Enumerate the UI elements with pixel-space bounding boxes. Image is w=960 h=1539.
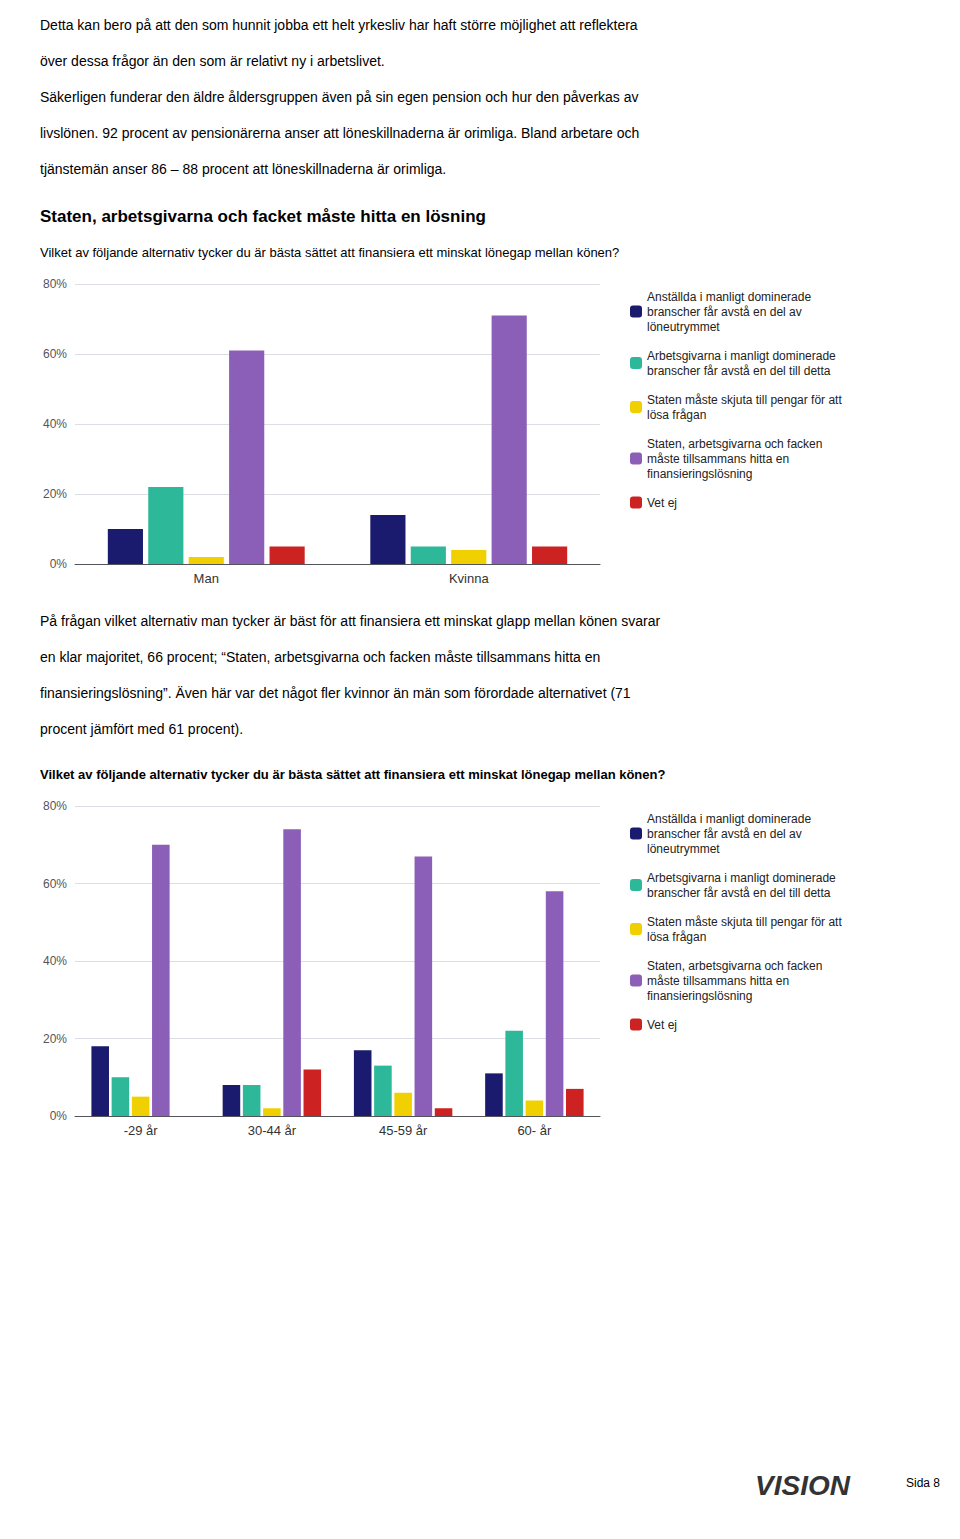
svg-text:branscher får avstå en del av: branscher får avstå en del av (647, 827, 802, 841)
svg-text:45-59 år: 45-59 år (379, 1123, 428, 1138)
svg-text:Anställda i manligt dominerade: Anställda i manligt dominerade (647, 812, 811, 826)
svg-text:60- år: 60- år (517, 1123, 552, 1138)
svg-text:lösa frågan: lösa frågan (647, 408, 706, 422)
svg-text:Staten måste skjuta till penga: Staten måste skjuta till pengar för att (647, 393, 842, 407)
svg-text:över dessa frågor än den som ä: över dessa frågor än den som är relativt… (40, 53, 385, 69)
svg-text:20%: 20% (43, 1032, 67, 1046)
svg-text:Staten måste skjuta till penga: Staten måste skjuta till pengar för att (647, 915, 842, 929)
svg-text:finansieringslösning”. Även hä: finansieringslösning”. Även här var det … (40, 685, 631, 701)
svg-text:40%: 40% (43, 954, 67, 968)
svg-text:20%: 20% (43, 487, 67, 501)
svg-text:Detta kan bero på att den som: Detta kan bero på att den som hunnit job… (40, 17, 638, 33)
svg-text:40%: 40% (43, 417, 67, 431)
svg-text:80%: 80% (43, 799, 67, 813)
svg-text:måste tillsammans hitta en: måste tillsammans hitta en (647, 452, 789, 466)
svg-text:tjänstemän anser 86 – 88 proce: tjänstemän anser 86 – 88 procent att lön… (40, 161, 446, 177)
svg-text:På frågan vilket alternativ ma: På frågan vilket alternativ man tycker ä… (40, 613, 661, 629)
svg-text:löneutrymmet: löneutrymmet (647, 842, 720, 856)
svg-text:Vilket av följande alternativ: Vilket av följande alternativ tycker du … (40, 767, 665, 782)
svg-text:Anställda i manligt dominerade: Anställda i manligt dominerade (647, 290, 811, 304)
svg-text:Kvinna: Kvinna (449, 571, 490, 586)
svg-text:-29 år: -29 år (124, 1123, 159, 1138)
svg-text:Vet ej: Vet ej (647, 1018, 677, 1032)
svg-text:procent jämfört med 61 procent: procent jämfört med 61 procent). (40, 721, 243, 737)
svg-text:Staten, arbetsgivarna och fack: Staten, arbetsgivarna och facket måste h… (40, 207, 486, 226)
svg-text:lösa frågan: lösa frågan (647, 930, 706, 944)
svg-text:branscher får avstå en del av: branscher får avstå en del av (647, 305, 802, 319)
svg-text:branscher får avstå en del til: branscher får avstå en del till detta (647, 364, 831, 378)
svg-text:branscher får avstå en del til: branscher får avstå en del till detta (647, 886, 831, 900)
svg-text:Arbetsgivarna i manligt domine: Arbetsgivarna i manligt dominerade (647, 349, 836, 363)
svg-text:måste tillsammans hitta en: måste tillsammans hitta en (647, 974, 789, 988)
svg-text:löneutrymmet: löneutrymmet (647, 320, 720, 334)
svg-text:finansieringslösning: finansieringslösning (647, 467, 752, 481)
svg-text:0%: 0% (50, 557, 68, 571)
svg-text:VISION: VISION (755, 1470, 851, 1501)
svg-text:Säkerligen funderar den äldre: Säkerligen funderar den äldre åldersgrup… (40, 89, 639, 105)
svg-text:Vilket av följande alternativ: Vilket av följande alternativ tycker du … (40, 245, 619, 260)
svg-text:80%: 80% (43, 277, 67, 291)
svg-text:en klar majoritet, 66 procent;: en klar majoritet, 66 procent; “Staten, … (40, 649, 600, 665)
svg-text:0%: 0% (50, 1109, 68, 1123)
svg-text:30-44 år: 30-44 år (248, 1123, 297, 1138)
svg-text:60%: 60% (43, 347, 67, 361)
svg-text:Staten, arbetsgivarna och fack: Staten, arbetsgivarna och facken (647, 437, 822, 451)
svg-text:Vet ej: Vet ej (647, 496, 677, 510)
svg-text:Staten, arbetsgivarna och fack: Staten, arbetsgivarna och facken (647, 959, 822, 973)
svg-text:finansieringslösning: finansieringslösning (647, 989, 752, 1003)
svg-text:60%: 60% (43, 877, 67, 891)
svg-text:Arbetsgivarna i manligt domine: Arbetsgivarna i manligt dominerade (647, 871, 836, 885)
svg-text:Man: Man (194, 571, 219, 586)
svg-text:livslönen. 92 procent av pensi: livslönen. 92 procent av pensionärerna a… (40, 125, 639, 141)
svg-text:Sida 8: Sida 8 (906, 1476, 940, 1490)
